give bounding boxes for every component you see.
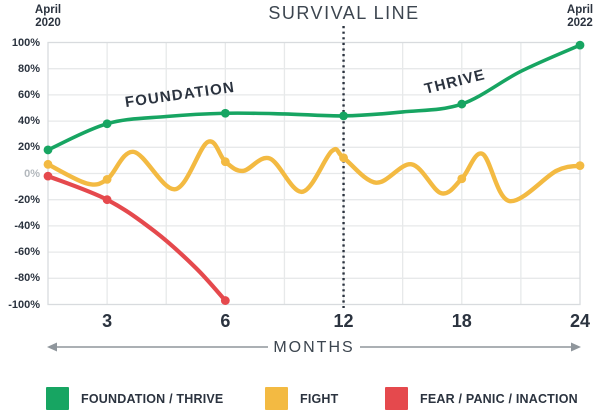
y-tick-label: 20% xyxy=(17,141,40,154)
legend-item: FIGHT xyxy=(265,387,339,410)
arrow-right-icon xyxy=(571,342,581,352)
arrow-left-icon xyxy=(47,342,57,352)
x-tick-label: 3 xyxy=(102,311,113,331)
fight-line-marker xyxy=(220,157,230,167)
y-tick-label: 100% xyxy=(11,36,40,49)
legend-swatch-icon xyxy=(46,387,69,410)
fear-panic-inaction-line-marker xyxy=(102,195,112,205)
foundation-thrive-line-marker xyxy=(457,99,467,109)
end-date-month: April xyxy=(566,4,594,16)
legend-swatch-icon xyxy=(265,387,288,410)
fear-panic-inaction-line xyxy=(45,174,228,303)
x-tick-label: 18 xyxy=(451,311,472,331)
y-tick-label: -100% xyxy=(8,298,40,311)
legend-label: FIGHT xyxy=(300,391,339,406)
x-tick-label: 24 xyxy=(569,311,591,331)
y-tick-label: 40% xyxy=(17,115,40,128)
y-tick-label: -40% xyxy=(14,219,40,232)
foundation-thrive-line-marker xyxy=(102,119,112,129)
foundation-thrive-line-marker xyxy=(339,111,348,121)
fight-line xyxy=(45,139,583,204)
y-tick-label: -80% xyxy=(14,272,40,285)
y-tick-label: -60% xyxy=(14,246,40,259)
start-date-year: 2020 xyxy=(35,17,61,29)
end-date-year: 2022 xyxy=(567,17,593,29)
foundation-thrive-line xyxy=(46,43,582,152)
y-tick-label: 0% xyxy=(24,167,40,180)
legend-item: FEAR / PANIC / INACTION xyxy=(385,387,578,410)
y-tick-label: 60% xyxy=(17,88,40,101)
fight-line-marker xyxy=(102,174,112,184)
chart-title: SURVIVAL LINE xyxy=(268,3,420,23)
x-tick-label: 6 xyxy=(220,311,231,331)
y-tick-label: 80% xyxy=(17,62,40,75)
fight-line-marker xyxy=(457,174,467,184)
foundation-thrive-line-marker xyxy=(575,40,585,50)
fear-panic-inaction-line-marker xyxy=(220,296,230,305)
foundation-thrive-line-marker xyxy=(43,145,53,155)
legend-label: FEAR / PANIC / INACTION xyxy=(420,391,578,406)
legend-item: FOUNDATION / THRIVE xyxy=(46,387,223,410)
x-tick-label: 12 xyxy=(333,311,354,331)
legend-swatch-icon xyxy=(385,387,408,410)
fear-panic-inaction-line-marker xyxy=(43,171,53,181)
fight-line-marker xyxy=(339,153,348,163)
y-tick-label: -20% xyxy=(14,193,40,206)
legend-label: FOUNDATION / THRIVE xyxy=(81,391,224,406)
fight-line-marker xyxy=(43,159,53,169)
x-axis-title: MONTHS xyxy=(273,339,355,356)
foundation-thrive-line-marker xyxy=(220,108,230,118)
start-date-label: April 2020 xyxy=(16,4,80,30)
fight-line-marker xyxy=(575,161,585,171)
end-date-label: April 2022 xyxy=(548,4,600,30)
start-date-month: April xyxy=(34,4,62,16)
